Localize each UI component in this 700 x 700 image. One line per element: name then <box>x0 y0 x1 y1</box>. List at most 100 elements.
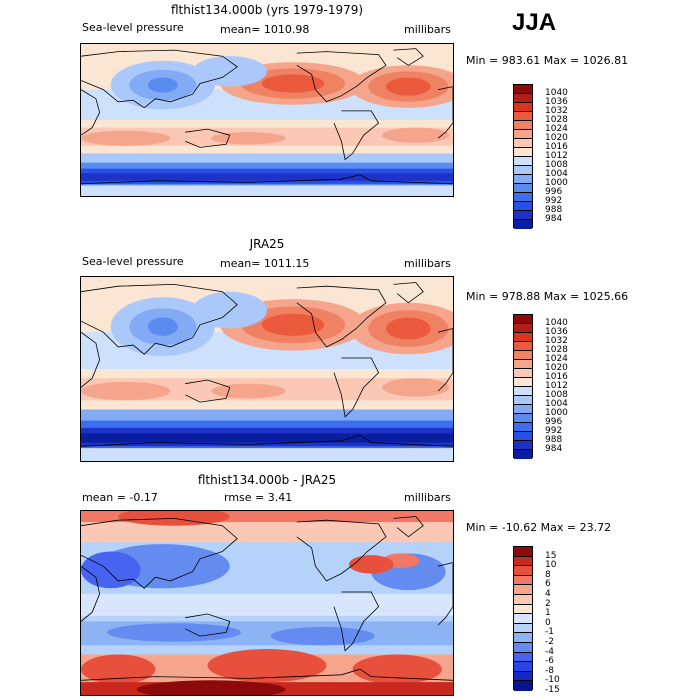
colorbar-tick-label: 1032 <box>545 336 568 346</box>
colorbar-swatch <box>514 139 532 148</box>
colorbar-swatch <box>514 175 532 184</box>
panel2-variable-label: Sea-level pressure <box>82 255 184 268</box>
colorbar-swatch <box>514 369 532 378</box>
colorbar-tick-label: -10 <box>545 675 560 686</box>
panel3-rmse-label: rmse = 3.41 <box>224 491 293 504</box>
panel1-variable-label: Sea-level pressure <box>82 21 184 34</box>
colorbar-tick-label: 10 <box>545 560 557 571</box>
colorbar-tick-label: 996 <box>545 187 563 197</box>
colorbar-swatch <box>514 441 532 450</box>
colorbar-swatch <box>514 315 532 324</box>
colorbar-tick-label: 2 <box>545 598 551 609</box>
colorbar-swatch <box>514 556 532 567</box>
colorbar-tick-label: 988 <box>545 205 563 215</box>
colorbar-tick-label: 1008 <box>545 160 568 170</box>
colorbar-tick-label: 1000 <box>545 178 568 188</box>
panel3-title: flthist134.000b - JRA25 <box>197 473 337 487</box>
colorbar-tick-label: -8 <box>545 665 554 676</box>
colorbar-tick-label: -4 <box>545 646 554 657</box>
colorbar-tick-label: 1024 <box>545 124 568 134</box>
colorbar-tick-label: 1036 <box>545 327 568 337</box>
colorbar-tick-label: 1040 <box>545 88 568 98</box>
colorbar-swatch <box>514 103 532 112</box>
colorbar-tick-label: 1004 <box>545 169 568 179</box>
colorbar-tick-label: 1028 <box>545 115 568 125</box>
colorbar-tick-label: 996 <box>545 417 563 427</box>
colorbar-swatch <box>514 681 532 691</box>
colorbar-tick-label: -1 <box>545 627 554 638</box>
panel1-colorbar <box>513 84 533 229</box>
colorbar-tick-label: 1016 <box>545 372 568 382</box>
colorbar-tick-label: 1012 <box>545 151 568 161</box>
panel2-title: JRA25 <box>249 237 285 251</box>
colorbar-tick-label: -15 <box>545 685 560 695</box>
colorbar-swatch <box>514 566 532 576</box>
colorbar-swatch <box>514 662 532 672</box>
colorbar-tick-label: 1040 <box>545 318 568 328</box>
panel2-units-label: millibars <box>404 257 451 270</box>
colorbar-tick-label: 1020 <box>545 363 568 373</box>
colorbar-swatch <box>514 423 532 432</box>
panel3-map <box>80 510 454 696</box>
colorbar-swatch <box>514 432 532 441</box>
colorbar-swatch <box>514 202 532 211</box>
colorbar-tick-label: 1016 <box>545 142 568 152</box>
colorbar-swatch <box>514 405 532 414</box>
season-label: JJA <box>512 9 557 36</box>
panel3-colorbar <box>513 546 533 691</box>
colorbar-swatch <box>514 121 532 130</box>
colorbar-swatch <box>514 193 532 202</box>
colorbar-tick-label: -6 <box>545 656 554 667</box>
colorbar-swatch <box>514 387 532 396</box>
colorbar-tick-label: 1032 <box>545 106 568 116</box>
colorbar-swatch <box>514 184 532 193</box>
colorbar-tick-label: 1 <box>545 608 551 619</box>
panel1-map <box>80 43 454 197</box>
colorbar-tick-label: 992 <box>545 196 563 206</box>
colorbar-tick-label: 1036 <box>545 97 568 107</box>
colorbar-swatch <box>514 414 532 423</box>
colorbar-tick-label: 992 <box>545 426 563 436</box>
colorbar-swatch <box>514 324 532 333</box>
colorbar-swatch <box>514 85 532 94</box>
colorbar-tick-label: 4 <box>545 589 551 599</box>
colorbar-swatch <box>514 614 532 624</box>
colorbar-swatch <box>514 220 532 229</box>
colorbar-swatch <box>514 157 532 166</box>
colorbar-swatch <box>514 585 532 595</box>
colorbar-tick-label: 1024 <box>545 354 568 364</box>
colorbar-tick-label: 988 <box>545 435 563 445</box>
colorbar-tick-label: -2 <box>545 637 554 647</box>
panel3-units-label: millibars <box>404 491 451 504</box>
colorbar-swatch <box>514 378 532 387</box>
colorbar-swatch <box>514 594 532 605</box>
colorbar-swatch <box>514 396 532 405</box>
colorbar-tick-label: 1008 <box>545 390 568 400</box>
colorbar-swatch <box>514 604 532 615</box>
panel1-units-label: millibars <box>404 23 451 36</box>
colorbar-tick-label: 15 <box>545 550 557 561</box>
colorbar-swatch <box>514 166 532 175</box>
colorbar-swatch <box>514 547 532 557</box>
panel1-mean-label: mean= 1010.98 <box>220 23 310 36</box>
colorbar-swatch <box>514 642 532 653</box>
colorbar-swatch <box>514 351 532 360</box>
colorbar-tick-label: 1028 <box>545 345 568 355</box>
colorbar-swatch <box>514 112 532 121</box>
colorbar-tick-label: 1012 <box>545 381 568 391</box>
colorbar-swatch <box>514 148 532 157</box>
colorbar-swatch <box>514 333 532 342</box>
panel3-minmax-label: Min = -10.62 Max = 23.72 <box>466 521 612 534</box>
panel2-map <box>80 276 454 462</box>
colorbar-swatch <box>514 450 532 459</box>
colorbar-tick-label: 1000 <box>545 408 568 418</box>
colorbar-tick-label: 0 <box>545 617 551 628</box>
panel1-title: flthist134.000b (yrs 1979-1979) <box>170 3 364 17</box>
colorbar-swatch <box>514 94 532 103</box>
colorbar-tick-label: 984 <box>545 444 563 454</box>
panel2-colorbar <box>513 314 533 459</box>
colorbar-tick-label: 6 <box>545 579 551 590</box>
panel3-mean-label: mean = -0.17 <box>82 491 158 504</box>
colorbar-tick-label: 1020 <box>545 133 568 143</box>
colorbar-tick-label: 984 <box>545 214 563 224</box>
